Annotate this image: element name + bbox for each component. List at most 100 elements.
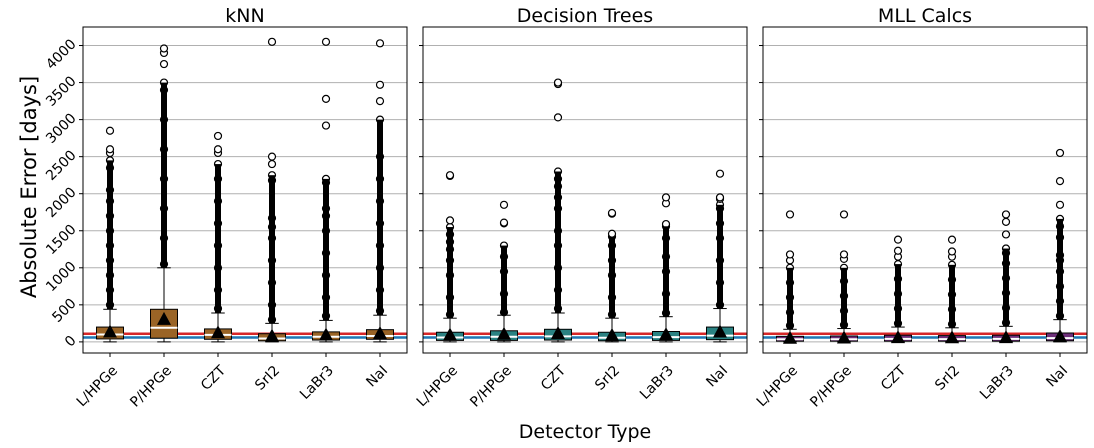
outlier-point	[105, 126, 115, 135]
outlier-point	[553, 78, 563, 87]
panel-title: MLL Calcs	[878, 5, 972, 27]
outlier-band	[215, 164, 221, 313]
box-group-NaI	[366, 39, 394, 343]
outlier-point	[1001, 210, 1011, 219]
box-group-P/HPGe	[150, 44, 178, 343]
outlier-band	[1057, 218, 1063, 320]
box-group-CZT	[204, 131, 232, 343]
outlier-point	[267, 37, 277, 46]
mean-marker	[605, 327, 619, 341]
y-tick-label: 0	[62, 333, 80, 351]
x-tick-label: SrI2	[252, 363, 283, 394]
x-tick-label: NaI	[363, 363, 391, 391]
x-tick-label: LaBr3	[637, 363, 677, 403]
panel-frame	[422, 26, 748, 354]
outlier-point	[839, 250, 849, 259]
mean-marker	[659, 327, 673, 341]
outlier-point	[607, 208, 617, 218]
outlier-point	[267, 159, 277, 169]
panel-title: Decision Trees	[517, 5, 653, 27]
mean-marker	[265, 328, 279, 342]
outlier-band	[841, 267, 847, 329]
panel-frame	[82, 26, 408, 354]
x-axis-label: Detector Type	[519, 421, 651, 443]
outlier-band	[555, 171, 561, 313]
outlier-band	[787, 267, 793, 330]
mean-marker	[999, 330, 1013, 344]
outlier-band	[323, 178, 329, 321]
x-tick-label: CZT	[198, 362, 229, 393]
outlier-point	[267, 152, 277, 161]
x-tick-label: CZT	[878, 362, 909, 393]
outlier-point	[893, 235, 903, 244]
outlier-band	[663, 226, 669, 317]
outlier-point	[321, 121, 331, 130]
box-group-SrI2	[938, 235, 966, 344]
panel-1: L/HPGe P/HPGe CZT SrI2 LaBr3 NaI Decision Tree…	[414, 5, 748, 411]
x-tick-label: SrI2	[592, 363, 623, 394]
outlier-point	[1001, 217, 1011, 226]
x-tick-label: NaI	[703, 363, 731, 391]
x-tick-label: LaBr3	[977, 363, 1017, 403]
outlier-point	[105, 145, 115, 154]
y-axis-label: Absolute Error [days]	[17, 76, 41, 298]
x-tick-label: CZT	[538, 362, 569, 393]
outlier-band	[609, 236, 615, 319]
outlier-point	[607, 229, 617, 238]
outlier-point	[321, 37, 331, 46]
x-tick-label: L/HPGe	[414, 363, 461, 410]
x-tick-label: L/HPGe	[74, 363, 121, 410]
mean-marker	[713, 324, 727, 338]
outlier-point	[213, 131, 223, 141]
panel-title: kNN	[225, 5, 264, 27]
y-tick-label: 1000	[43, 259, 80, 296]
box-group-L/HPGe	[776, 210, 804, 344]
x-tick-label: LaBr3	[297, 363, 337, 403]
panel-2: L/HPGe P/HPGe CZT SrI2 LaBr3 NaI MLL Calcs	[754, 5, 1088, 411]
box-group-LaBr3	[312, 37, 340, 343]
y-tick-label: 1500	[43, 222, 80, 259]
x-tick-label: SrI2	[932, 363, 963, 394]
x-tick-label: P/HPGe	[127, 363, 175, 411]
outlier-point	[785, 210, 795, 219]
outlier-point	[839, 210, 849, 219]
box-group-CZT	[544, 78, 572, 343]
mean-marker	[783, 330, 797, 344]
mean-marker	[319, 327, 333, 341]
x-tick-label: P/HPGe	[807, 363, 855, 411]
outlier-band	[1003, 248, 1009, 327]
panel-frame	[762, 26, 1088, 354]
outlier-point	[893, 246, 903, 255]
outlier-point	[499, 200, 509, 209]
x-tick-label: NaI	[1043, 363, 1071, 391]
outlier-point	[213, 145, 223, 154]
y-tick-label: 3000	[43, 110, 80, 147]
outlier-band	[949, 264, 955, 328]
mean-marker	[497, 326, 511, 340]
outlier-point	[499, 218, 509, 227]
outlier-point	[947, 247, 957, 256]
box-group-L/HPGe	[96, 126, 124, 343]
outlier-point	[553, 113, 563, 122]
mean-marker	[157, 311, 171, 325]
outlier-point	[445, 216, 455, 225]
y-tick-label: 2000	[43, 185, 80, 222]
outlier-point	[159, 44, 169, 53]
outlier-point	[1055, 200, 1065, 209]
y-tick-label: 3500	[43, 73, 80, 110]
outlier-band	[161, 82, 167, 268]
outlier-band	[895, 264, 901, 328]
mean-marker	[103, 324, 117, 338]
box-group-SrI2	[598, 208, 626, 343]
outlier-point	[715, 169, 725, 178]
outlier-point	[375, 96, 385, 106]
mean-marker	[373, 325, 387, 339]
outlier-point	[785, 250, 795, 259]
outlier-point	[661, 193, 671, 202]
outlier-point	[1055, 148, 1065, 158]
x-tick-label: P/HPGe	[467, 363, 515, 411]
outlier-point	[375, 80, 385, 89]
outlier-band	[447, 227, 453, 319]
outlier-point	[947, 235, 957, 244]
